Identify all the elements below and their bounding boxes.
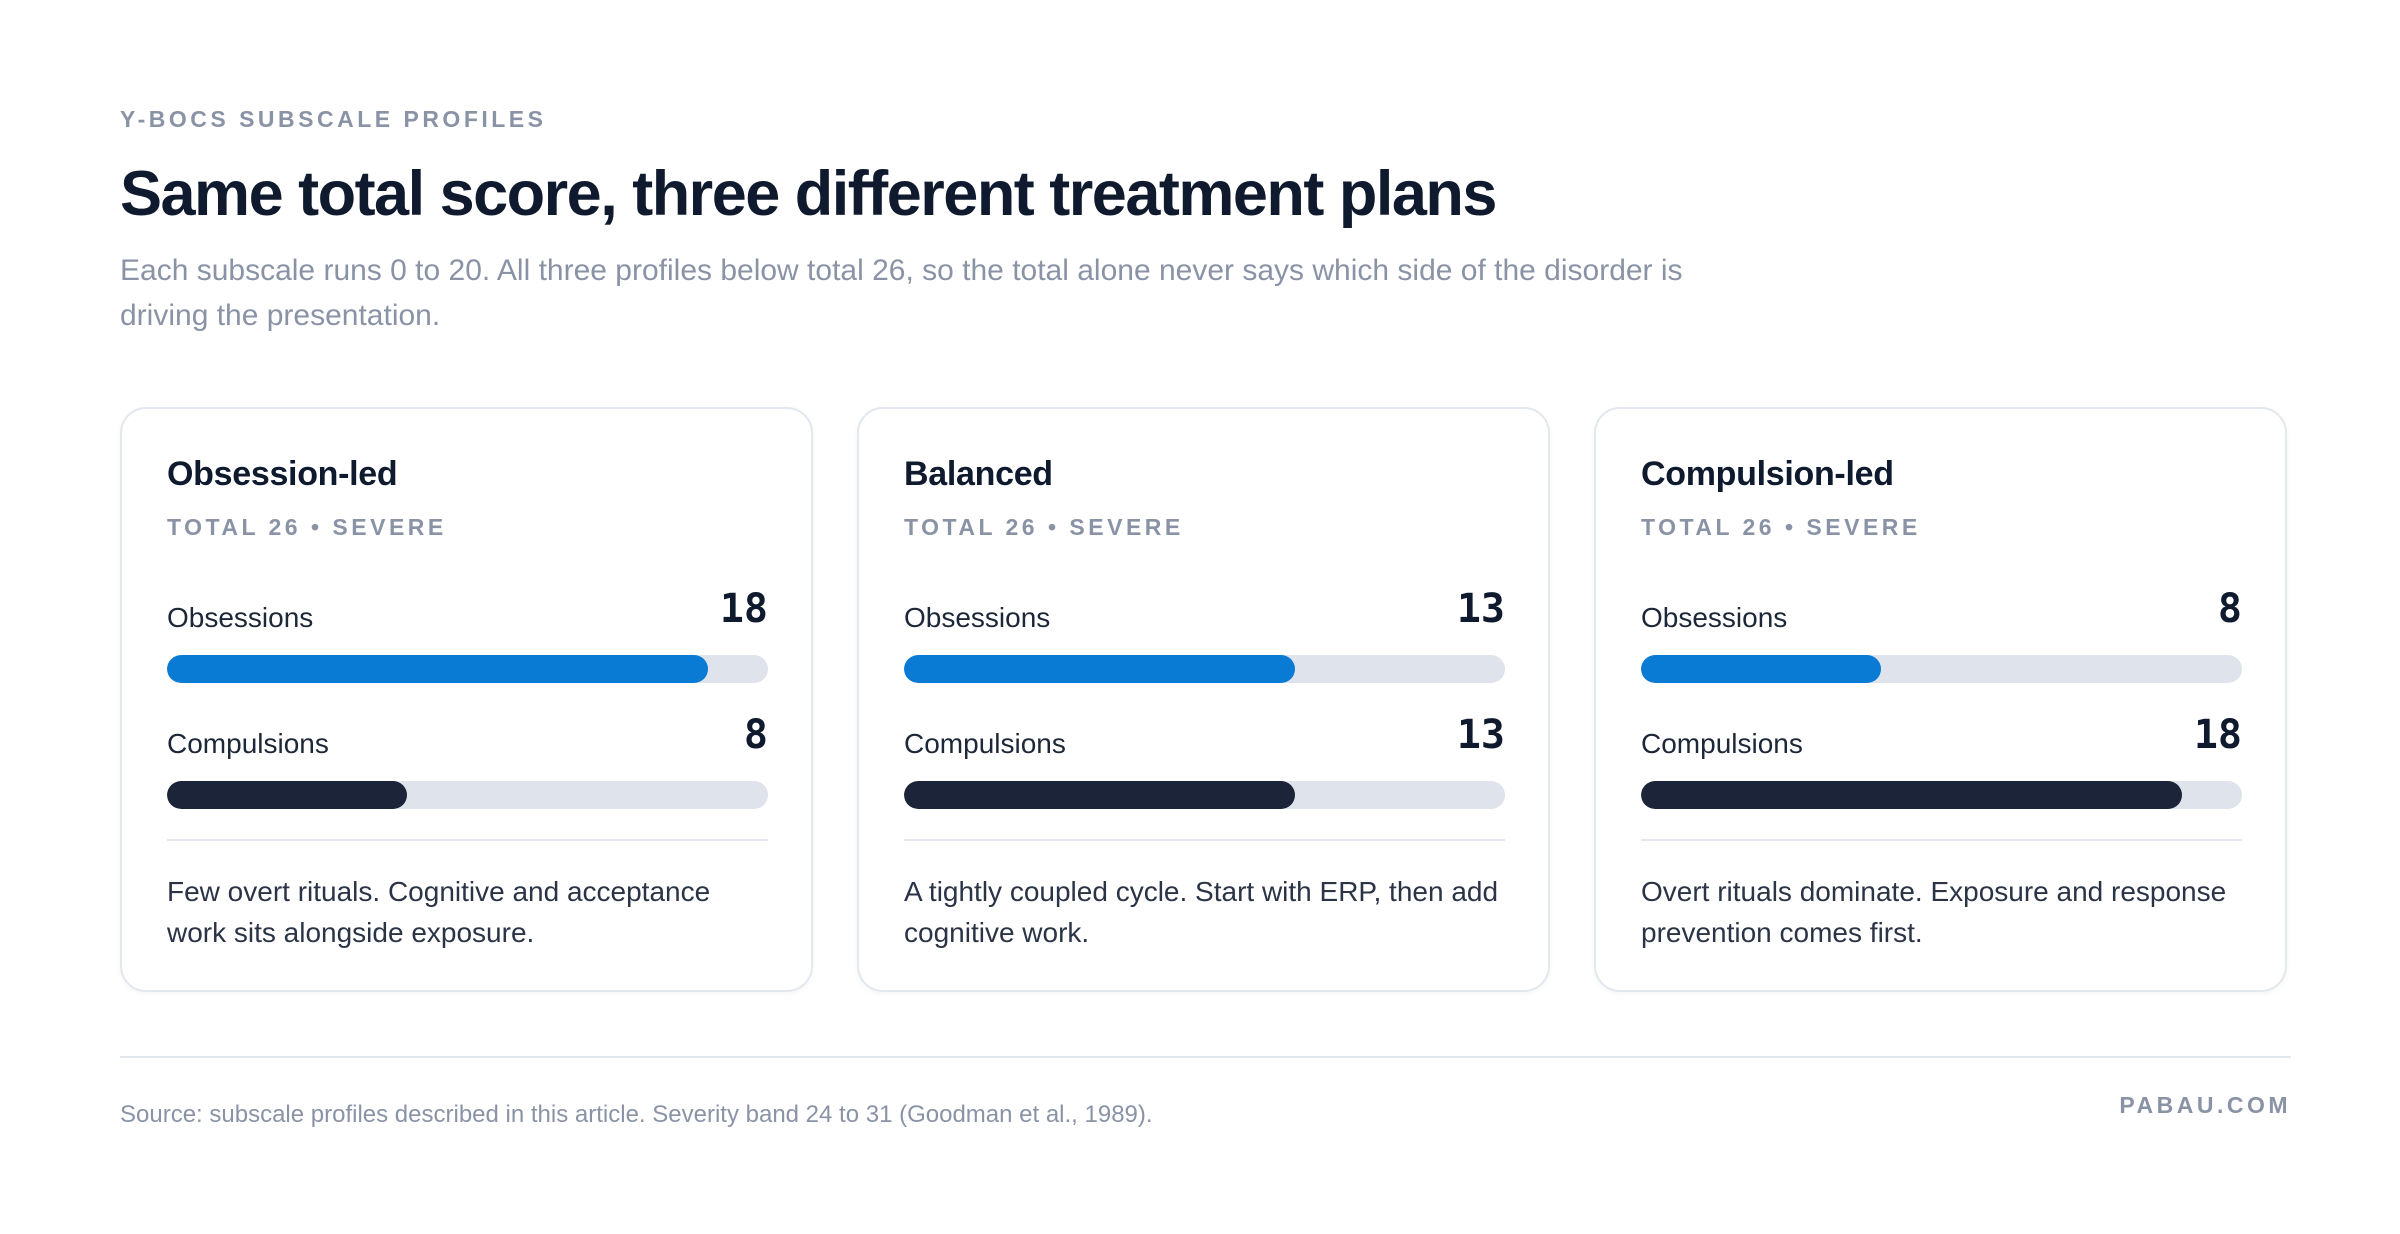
obsessions-label: Obsessions <box>904 602 1051 633</box>
profile-card-obsession-led: Obsession-led TOTAL 26 • SEVERE Obsessio… <box>120 407 813 992</box>
card-title: Obsession-led <box>167 455 398 493</box>
card-meta: TOTAL 26 • SEVERE <box>904 514 1184 540</box>
compulsions-value: 18 <box>2193 712 2242 758</box>
obsessions-metric: Obsessions 13 <box>904 584 1505 694</box>
obsessions-track <box>1641 655 2242 683</box>
obsessions-track <box>904 655 1505 683</box>
obsessions-value: 8 <box>2217 586 2242 632</box>
compulsions-metric: Compulsions 13 <box>904 710 1505 820</box>
figure: Y-BOCS SUBSCALE PROFILES Same total scor… <box>120 0 2291 1234</box>
obsessions-label: Obsessions <box>1641 602 1788 633</box>
obsessions-bar <box>167 655 708 683</box>
profile-cards: Obsession-led TOTAL 26 • SEVERE Obsessio… <box>120 407 2291 992</box>
obsessions-metric: Obsessions 18 <box>167 584 768 694</box>
card-note: Few overt rituals. Cognitive and accepta… <box>167 876 711 948</box>
card-divider <box>1641 839 2242 841</box>
brand-label: PABAU.COM <box>2119 1092 2291 1118</box>
card-note: A tightly coupled cycle. Start with ERP,… <box>904 876 1499 948</box>
compulsions-metric: Compulsions 8 <box>167 710 768 820</box>
obsessions-track <box>167 655 768 683</box>
obsessions-metric: Obsessions 8 <box>1641 584 2242 694</box>
compulsions-value: 8 <box>743 712 768 758</box>
profile-card-compulsion-led: Compulsion-led TOTAL 26 • SEVERE Obsessi… <box>1594 407 2287 992</box>
card-divider <box>904 839 1505 841</box>
compulsions-bar <box>904 781 1295 809</box>
compulsions-label: Compulsions <box>1641 728 1803 759</box>
footer-divider <box>120 1056 2291 1058</box>
card-meta: TOTAL 26 • SEVERE <box>167 514 447 540</box>
card-title: Balanced <box>904 455 1053 493</box>
obsessions-bar <box>904 655 1295 683</box>
page-title: Same total score, three different treatm… <box>120 159 1497 229</box>
page-subtitle: Each subscale runs 0 to 20. All three pr… <box>120 254 1683 332</box>
eyebrow-label: Y-BOCS SUBSCALE PROFILES <box>120 106 547 132</box>
compulsions-bar <box>1641 781 2182 809</box>
card-divider <box>167 839 768 841</box>
obsessions-label: Obsessions <box>167 602 314 633</box>
obsessions-value: 18 <box>719 586 768 632</box>
card-note: Overt rituals dominate. Exposure and res… <box>1641 876 2227 948</box>
source-note: Source: subscale profiles described in t… <box>120 1101 1153 1128</box>
compulsions-track <box>1641 781 2242 809</box>
compulsions-value: 13 <box>1456 712 1505 758</box>
compulsions-bar <box>167 781 408 809</box>
obsessions-bar <box>1641 655 1882 683</box>
card-meta: TOTAL 26 • SEVERE <box>1641 514 1921 540</box>
compulsions-label: Compulsions <box>167 728 329 759</box>
obsessions-value: 13 <box>1456 586 1505 632</box>
card-title: Compulsion-led <box>1641 455 1894 493</box>
compulsions-label: Compulsions <box>904 728 1066 759</box>
compulsions-metric: Compulsions 18 <box>1641 710 2242 820</box>
profile-card-balanced: Balanced TOTAL 26 • SEVERE Obsessions 13… <box>857 407 1550 992</box>
compulsions-track <box>904 781 1505 809</box>
compulsions-track <box>167 781 768 809</box>
